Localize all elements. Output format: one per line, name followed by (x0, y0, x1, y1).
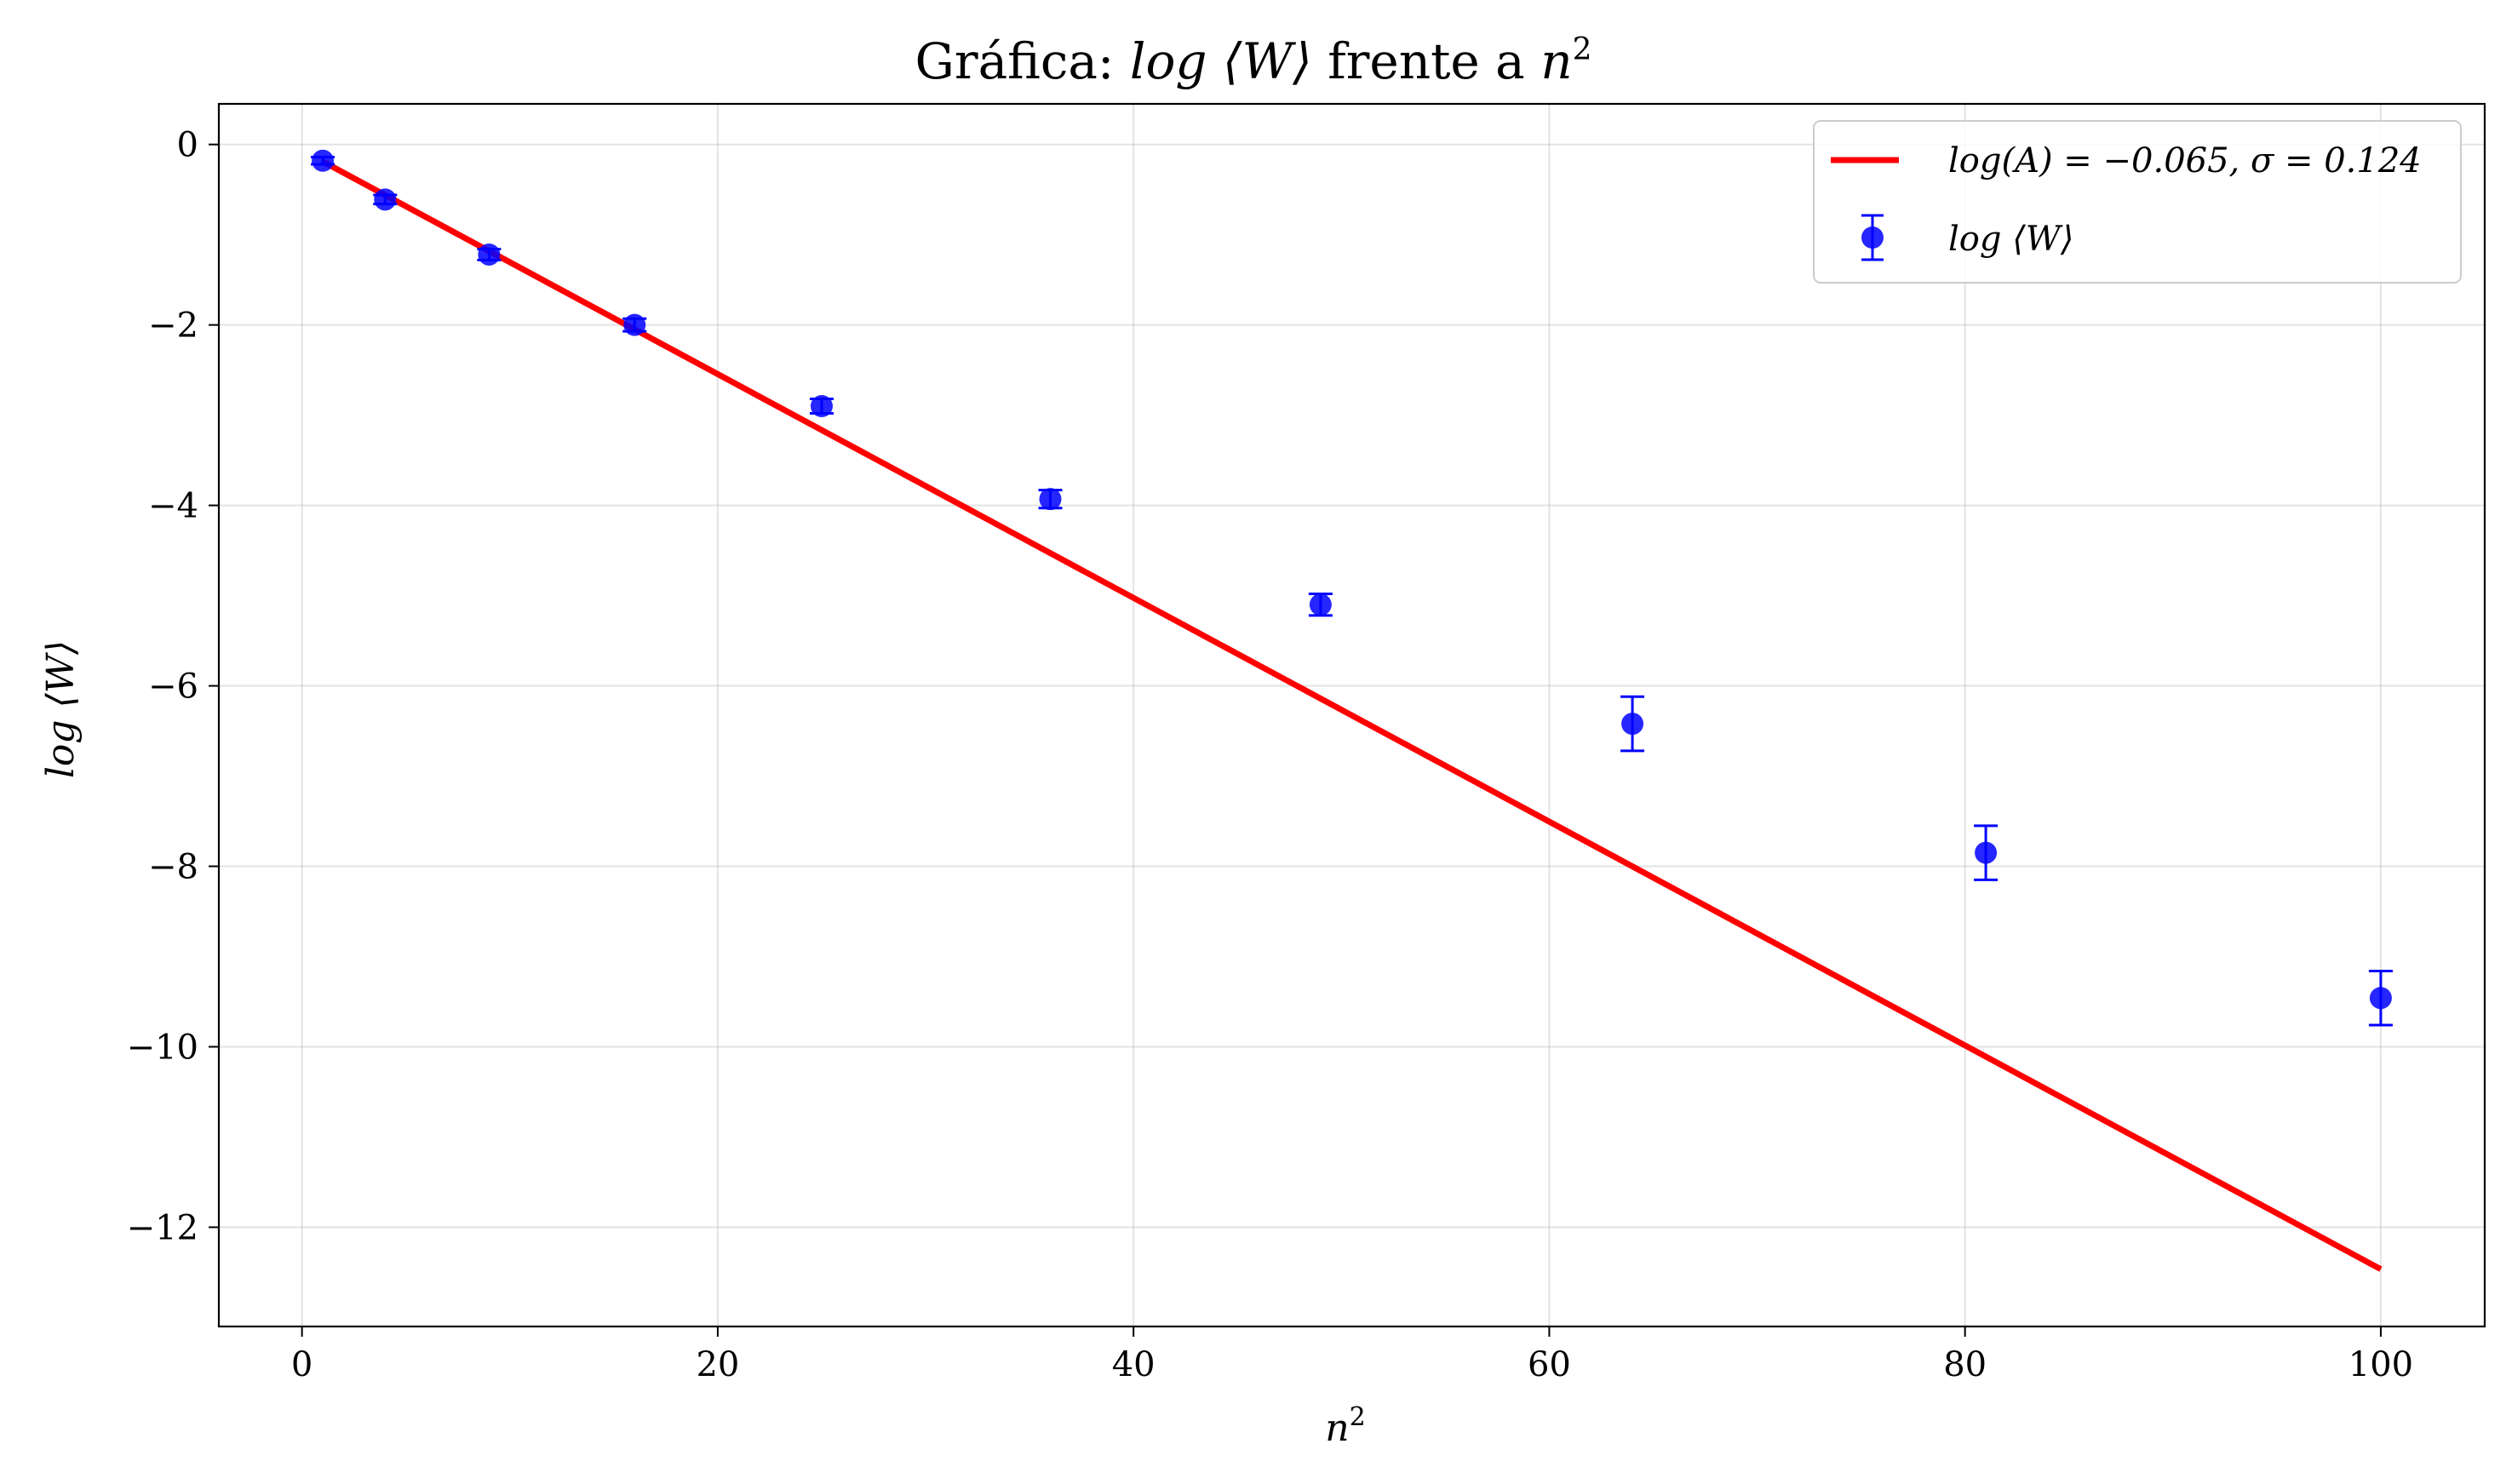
x-ticks: 0 20 40 60 80 100 (291, 1326, 2413, 1384)
chart-title-sup: 2 (1573, 32, 1592, 67)
marker (478, 243, 501, 266)
data-points-layer (311, 149, 2393, 1027)
marker (1309, 593, 1332, 616)
x-axis-label: n2 (1325, 1402, 1365, 1450)
marker (623, 313, 646, 336)
marker (1621, 713, 1644, 736)
data-point (1308, 592, 1333, 617)
marker (1975, 841, 1998, 864)
data-point (2368, 969, 2393, 1027)
marker (2369, 987, 2392, 1010)
fit-line (321, 158, 2383, 1272)
y-tick-label: −10 (127, 1028, 198, 1067)
legend-box (1813, 120, 2462, 284)
x-tick-label: 20 (696, 1345, 739, 1384)
y-tick-label: −12 (127, 1208, 198, 1247)
grid-lines (219, 104, 2485, 1326)
legend-fit-label: log(A) = −0.065, σ = 0.124 (1948, 141, 2422, 180)
marker (810, 395, 833, 418)
x-tick-label: 100 (2348, 1345, 2413, 1384)
x-tick-label: 80 (1943, 1345, 1987, 1384)
y-tick-label: −6 (148, 668, 198, 707)
chart-title-prefix: Gráfica: (915, 32, 1130, 90)
y-tick-label: −8 (148, 848, 198, 887)
data-point (1620, 695, 1645, 753)
data-point (809, 395, 834, 418)
data-point (477, 243, 502, 266)
y-tick-label: 0 (177, 126, 198, 165)
x-tick-label: 40 (1112, 1345, 1156, 1384)
marker (312, 149, 335, 172)
x-tick-label: 0 (291, 1345, 313, 1384)
data-point (311, 149, 335, 172)
legend-data-swatch (1861, 214, 1884, 261)
chart-title-var: n (1540, 32, 1572, 90)
y-tick-label: −4 (148, 487, 198, 526)
legend: log(A) = −0.065, σ = 0.124 log ⟨W⟩ (1813, 120, 2462, 284)
data-point (1974, 824, 1998, 881)
data-point (373, 188, 398, 211)
chart-title-middle: frente a (1312, 32, 1540, 90)
y-axis-label: log ⟨W⟩ (39, 640, 83, 778)
marker (374, 188, 397, 211)
legend-data-label: log ⟨W⟩ (1948, 220, 2074, 259)
y-tick-label: −2 (148, 307, 198, 346)
plot-frame (217, 102, 2486, 1328)
marker (1039, 488, 1062, 511)
x-tick-label: 60 (1528, 1345, 1571, 1384)
data-point (622, 313, 647, 336)
fit-line-layer (321, 158, 2383, 1272)
chart-title: Gráfica: log ⟨W⟩ frente a n2 (915, 32, 1592, 90)
x-axis-label-sup: 2 (1350, 1402, 1366, 1432)
data-point (1038, 488, 1063, 511)
y-ticks: 0 −2 −4 −6 −8 −10 −12 (127, 126, 219, 1247)
x-axis-label-var: n (1325, 1407, 1349, 1450)
chart-title-math: log ⟨W⟩ (1130, 32, 1312, 90)
